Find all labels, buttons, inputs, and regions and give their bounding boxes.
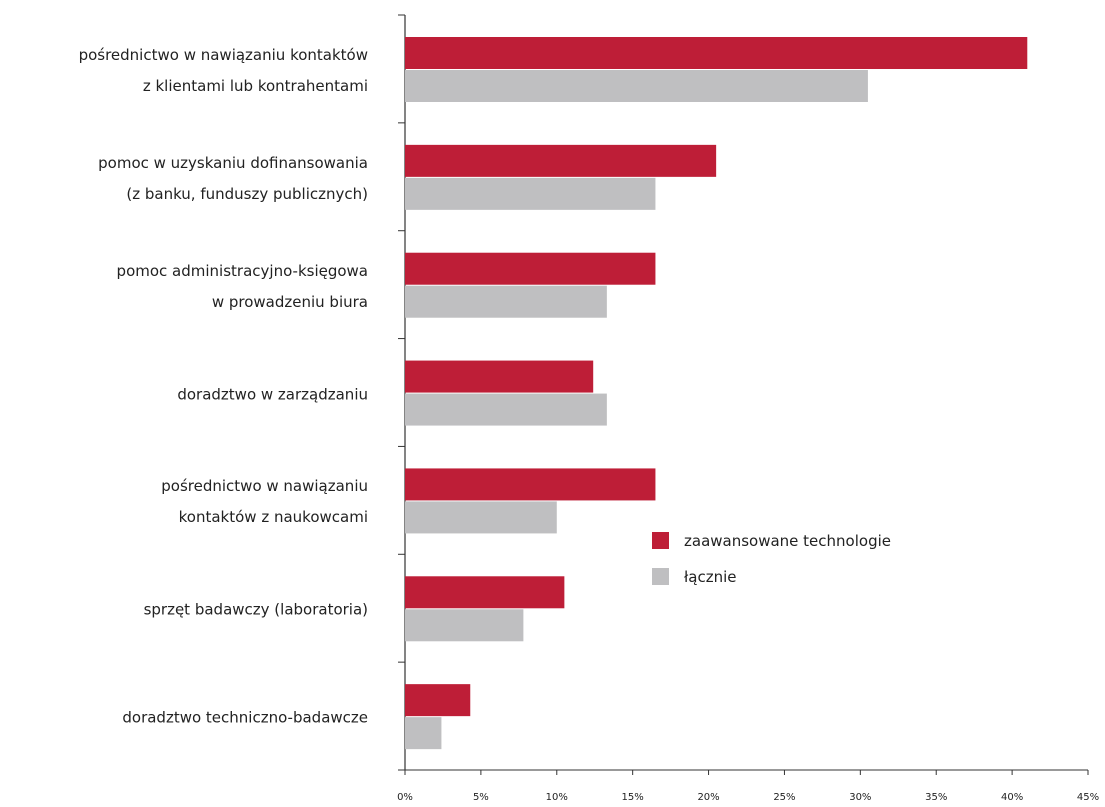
bar bbox=[405, 501, 557, 534]
category-label: sprzęt badawczy (laboratoria) bbox=[143, 600, 368, 619]
bar bbox=[405, 360, 594, 393]
legend-label: łącznie bbox=[684, 568, 737, 586]
category-label: pośrednictwo w nawiązaniu kontaktów z na… bbox=[161, 477, 368, 527]
category-label: pośrednictwo w nawiązaniu kontaktów z kl… bbox=[78, 45, 368, 95]
x-tick-label: 45% bbox=[1077, 792, 1099, 803]
bar bbox=[405, 393, 607, 426]
x-tick-label: 25% bbox=[773, 792, 795, 803]
bar bbox=[405, 468, 656, 501]
x-tick-label: 30% bbox=[849, 792, 871, 803]
legend-label: zaawansowane technologie bbox=[684, 532, 891, 550]
bar bbox=[405, 684, 471, 717]
bar bbox=[405, 37, 1028, 69]
legend-swatch bbox=[652, 568, 669, 585]
x-tick-label: 10% bbox=[546, 792, 568, 803]
bar bbox=[405, 609, 524, 642]
category-label: pomoc administracyjno-księgowa w prowadz… bbox=[116, 261, 368, 311]
x-tick-label: 15% bbox=[622, 792, 644, 803]
x-tick-label: 35% bbox=[925, 792, 947, 803]
category-label: doradztwo w zarządzaniu bbox=[177, 385, 368, 403]
bar bbox=[405, 576, 565, 609]
category-label: doradztwo techniczno-badawcze bbox=[122, 708, 368, 727]
x-tick-label: 20% bbox=[697, 792, 719, 803]
bar bbox=[405, 144, 717, 177]
x-tick-label: 40% bbox=[1001, 792, 1023, 803]
x-tick-label: 0% bbox=[397, 792, 413, 803]
x-tick-label: 5% bbox=[473, 792, 489, 803]
bar bbox=[405, 70, 868, 102]
bar bbox=[405, 717, 442, 750]
category-label: pomoc w uzyskaniu dofinansowania (z bank… bbox=[98, 153, 368, 203]
bar bbox=[405, 177, 656, 210]
legend-swatch bbox=[652, 532, 669, 549]
bar bbox=[405, 252, 656, 285]
bar bbox=[405, 285, 607, 318]
